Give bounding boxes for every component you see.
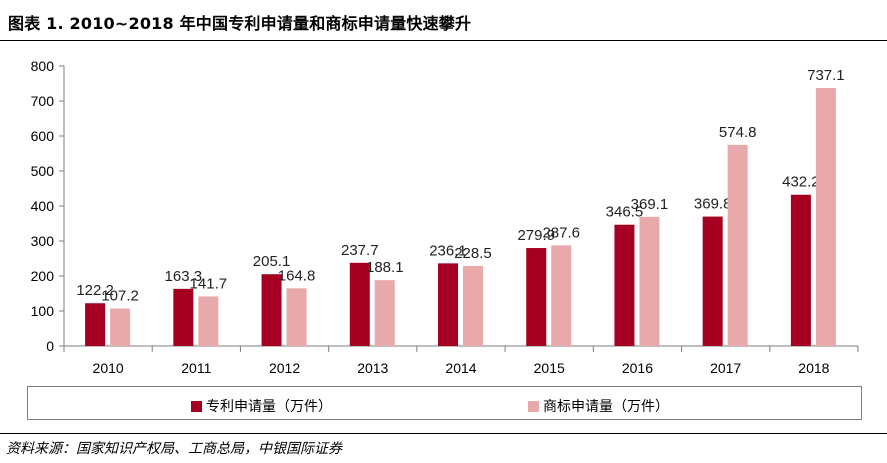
y-tick-label: 500 [31,163,55,179]
data-label-patent: 163.3 [165,268,203,285]
legend-item-trademark: 商标申请量（万件） [528,396,669,416]
data-label-trademark: 164.8 [278,267,316,284]
data-label-patent: 432.2 [782,174,820,191]
x-tick-label: 2017 [710,360,741,376]
legend-swatch-trademark [528,400,539,412]
bar-patent [85,303,106,346]
y-tick-label: 300 [31,233,55,249]
y-tick-label: 700 [31,93,55,109]
title-divider [0,40,887,41]
data-label-patent: 236.1 [429,242,467,259]
x-tick-label: 2014 [445,360,476,376]
data-label-patent: 279.9 [517,227,555,244]
data-label-patent: 205.1 [253,253,291,270]
bar-patent [790,194,811,346]
x-tick-label: 2016 [622,360,653,376]
data-label-trademark: 228.5 [454,245,492,262]
data-label-trademark: 574.8 [719,124,757,141]
bar-trademark [286,288,307,346]
y-tick-label: 200 [31,268,55,284]
y-tick-label: 800 [31,58,55,74]
data-label-trademark: 107.2 [101,287,139,304]
legend-label-patent: 专利申请量（万件） [206,399,332,415]
data-label-patent: 346.5 [606,204,644,221]
y-tick-label: 0 [46,338,54,354]
x-tick-label: 2015 [534,360,565,376]
data-label-trademark: 188.1 [366,259,404,276]
x-tick-label: 2018 [798,360,829,376]
x-tick-label: 2012 [269,360,300,376]
bar-patent [261,274,282,346]
data-label-trademark: 287.6 [542,224,580,241]
data-label-patent: 369.8 [694,196,732,213]
bar-patent [349,262,370,346]
x-tick-label: 2010 [93,360,124,376]
bar-trademark [551,245,572,346]
data-label-trademark: 141.7 [190,275,228,292]
data-label-trademark: 737.1 [807,67,845,84]
bar-patent [702,216,723,346]
bar-trademark [463,266,483,346]
bar-trademark [110,308,131,346]
source-note: 资料来源：国家知识产权局、工商总局，中银国际证券 [6,441,342,457]
x-tick-label: 2011 [181,360,211,376]
source-divider [0,433,887,434]
legend: 专利申请量（万件） 商标申请量（万件） [27,386,862,420]
legend-label-trademark: 商标申请量（万件） [543,399,669,415]
bar-trademark [639,216,660,346]
legend-item-patent: 专利申请量（万件） [191,396,332,416]
bar-trademark [815,88,836,346]
bar-patent [526,248,547,346]
y-tick-label: 400 [31,198,55,214]
bar-trademark [374,280,395,346]
bar-patent [438,263,458,346]
data-label-patent: 237.7 [341,242,379,259]
data-label-patent: 122.2 [76,282,114,299]
y-tick-label: 100 [31,303,55,319]
data-label-trademark: 369.1 [631,196,669,213]
bar-trademark [198,296,219,346]
bar-trademark [727,144,748,346]
x-tick-label: 2013 [357,360,388,376]
bar-patent [614,224,635,346]
chart-title: 图表 1. 2010~2018 年中国专利申请量和商标申请量快速攀升 [8,14,472,33]
legend-swatch-patent [191,400,202,412]
bar-patent [173,288,194,346]
y-tick-label: 600 [31,128,55,144]
